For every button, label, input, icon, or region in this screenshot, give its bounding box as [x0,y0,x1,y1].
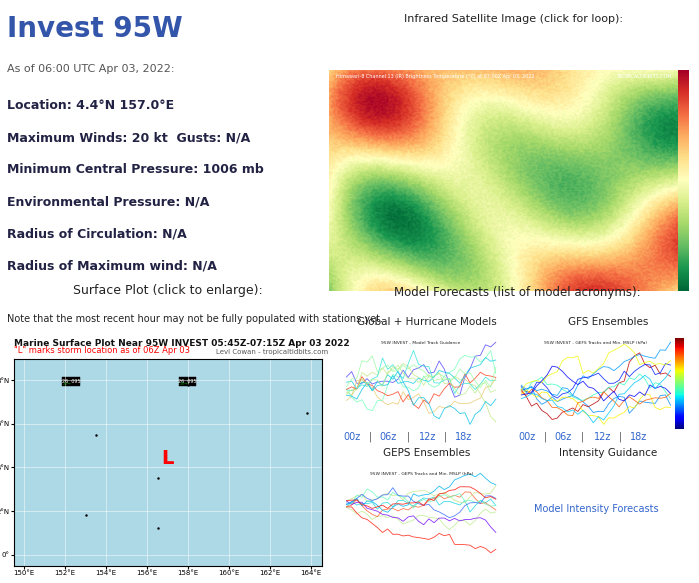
Text: 95W INVEST - GEFS Tracks and Min. MSLP (hPa): 95W INVEST - GEFS Tracks and Min. MSLP (… [545,341,647,345]
Text: Radius of Circulation: N/A: Radius of Circulation: N/A [7,227,187,240]
Bar [62,377,80,387]
Text: Global + Hurricane Models: Global + Hurricane Models [356,317,496,327]
Text: Location: 4.4°N 157.0°E: Location: 4.4°N 157.0°E [7,99,174,112]
Text: 18z: 18z [630,432,647,442]
Text: Levi Cowan - tropicaltidbits.com: Levi Cowan - tropicaltidbits.com [217,349,329,355]
Text: 25→: 25→ [180,382,189,386]
Text: |: | [368,432,372,442]
Text: 00z: 00z [343,432,361,442]
Text: 18z: 18z [455,432,473,442]
Text: |: | [406,432,410,442]
Text: Maximum Winds: 20 kt  Gusts: N/A: Maximum Winds: 20 kt Gusts: N/A [7,131,250,144]
Text: Note that the most recent hour may not be fully populated with stations yet.: Note that the most recent hour may not b… [7,314,383,325]
Text: |: | [444,432,447,442]
Text: 06z: 06z [380,432,397,442]
Text: Invest 95W: Invest 95W [7,15,182,43]
Text: 26  095: 26 095 [62,379,80,384]
Text: Himawari-8 Channel 13 (IR) Brightness Temperature (°C) at 07:00Z Apr 03, 2022: Himawari-8 Channel 13 (IR) Brightness Te… [336,75,534,79]
Text: |: | [543,432,547,442]
Text: 06z: 06z [554,432,572,442]
Text: "L" marks storm location as of 06Z Apr 03: "L" marks storm location as of 06Z Apr 0… [14,346,190,355]
Text: Minimum Central Pressure: 1006 mb: Minimum Central Pressure: 1006 mb [7,163,264,176]
Text: GEPS Ensembles: GEPS Ensembles [383,448,470,458]
Text: 26  095: 26 095 [178,379,197,384]
Text: |: | [581,432,584,442]
Text: Marine Surface Plot Near 95W INVEST 05:45Z-07:15Z Apr 03 2022: Marine Surface Plot Near 95W INVEST 05:4… [14,339,350,348]
Text: Model Intensity Forecasts: Model Intensity Forecasts [533,504,658,514]
Text: Radius of Maximum wind: N/A: Radius of Maximum wind: N/A [7,259,217,272]
Text: |: | [619,432,622,442]
Text: L: L [161,449,174,468]
Text: 00z: 00z [518,432,535,442]
Text: 95W INVEST - Model Track Guidance: 95W INVEST - Model Track Guidance [382,341,461,345]
Text: 12z: 12z [419,432,436,442]
Text: 95W INVEST - GEPS Tracks and Min. MSLP (hPa): 95W INVEST - GEPS Tracks and Min. MSLP (… [370,472,473,476]
Text: GFS Ensembles: GFS Ensembles [568,317,648,327]
Text: Intensity Guidance: Intensity Guidance [559,448,657,458]
Bar [179,377,196,387]
Text: Infrared Satellite Image (click for loop):: Infrared Satellite Image (click for loop… [404,14,624,24]
Text: 25→: 25→ [63,382,72,386]
Text: Environmental Pressure: N/A: Environmental Pressure: N/A [7,195,209,208]
Text: 12z: 12z [593,432,611,442]
Text: Surface Plot (click to enlarge):: Surface Plot (click to enlarge): [73,285,263,297]
Text: Model Forecasts (list of model acronyms):: Model Forecasts (list of model acronyms)… [394,286,640,299]
Text: As of 06:00 UTC Apr 03, 2022:: As of 06:00 UTC Apr 03, 2022: [7,64,174,74]
Text: TROPICALTIDBITS.COM: TROPICALTIDBITS.COM [616,75,671,79]
